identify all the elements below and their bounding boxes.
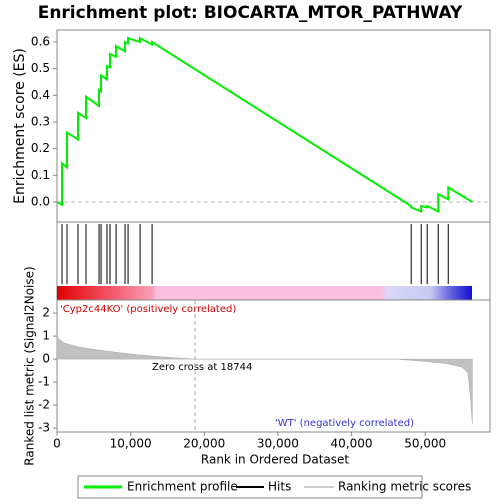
y-tick-label: -2 [38, 398, 50, 412]
x-tick-label: 20,000 [183, 437, 225, 451]
y-tick-label: 0.0 [31, 195, 50, 209]
metric-area [56, 333, 473, 424]
metric-frame [56, 299, 491, 433]
legend-label: Enrichment profile [127, 480, 238, 494]
rank-color-bar [57, 286, 472, 300]
y-tick-label: -3 [38, 421, 50, 435]
legend-label: Hits [268, 480, 291, 494]
legend-label: Ranking metric scores [338, 480, 471, 494]
y-tick-label: 0.4 [31, 88, 50, 102]
annotation: Zero cross at 18744 [152, 362, 252, 373]
x-tick-label: 0 [53, 437, 61, 451]
y-axis-title: Ranked list metric (Signal2Noise) [23, 266, 37, 465]
y-tick-label: 0.3 [31, 115, 50, 129]
y-tick-label: -1 [38, 375, 50, 389]
y-tick-label: 0.2 [31, 141, 50, 155]
y-tick-label: 0.5 [31, 61, 50, 75]
plot-frame [56, 29, 491, 301]
x-tick-label: 10,000 [110, 437, 152, 451]
x-tick-label: 40,000 [331, 437, 373, 451]
y-axis-title: Enrichment score (ES) [12, 48, 28, 204]
y-tick-label: 0.1 [31, 168, 50, 182]
x-tick-label: 30,000 [257, 437, 299, 451]
annotation: 'Cyp2c44KO' (positively correlated) [60, 304, 236, 315]
y-tick-label: 0.6 [31, 35, 50, 49]
annotation: 'WT' (negatively correlated) [275, 418, 414, 429]
enrichment-line [56, 36, 473, 213]
x-axis-title: Rank in Ordered Dataset [201, 453, 349, 467]
x-tick-label: 50,000 [404, 437, 446, 451]
y-tick-label: 0 [42, 352, 50, 366]
y-tick-label: 1 [42, 329, 50, 343]
chart-title: Enrichment plot: BIOCARTA_MTOR_PATHWAY [38, 3, 463, 23]
y-tick-label: 2 [42, 306, 50, 320]
